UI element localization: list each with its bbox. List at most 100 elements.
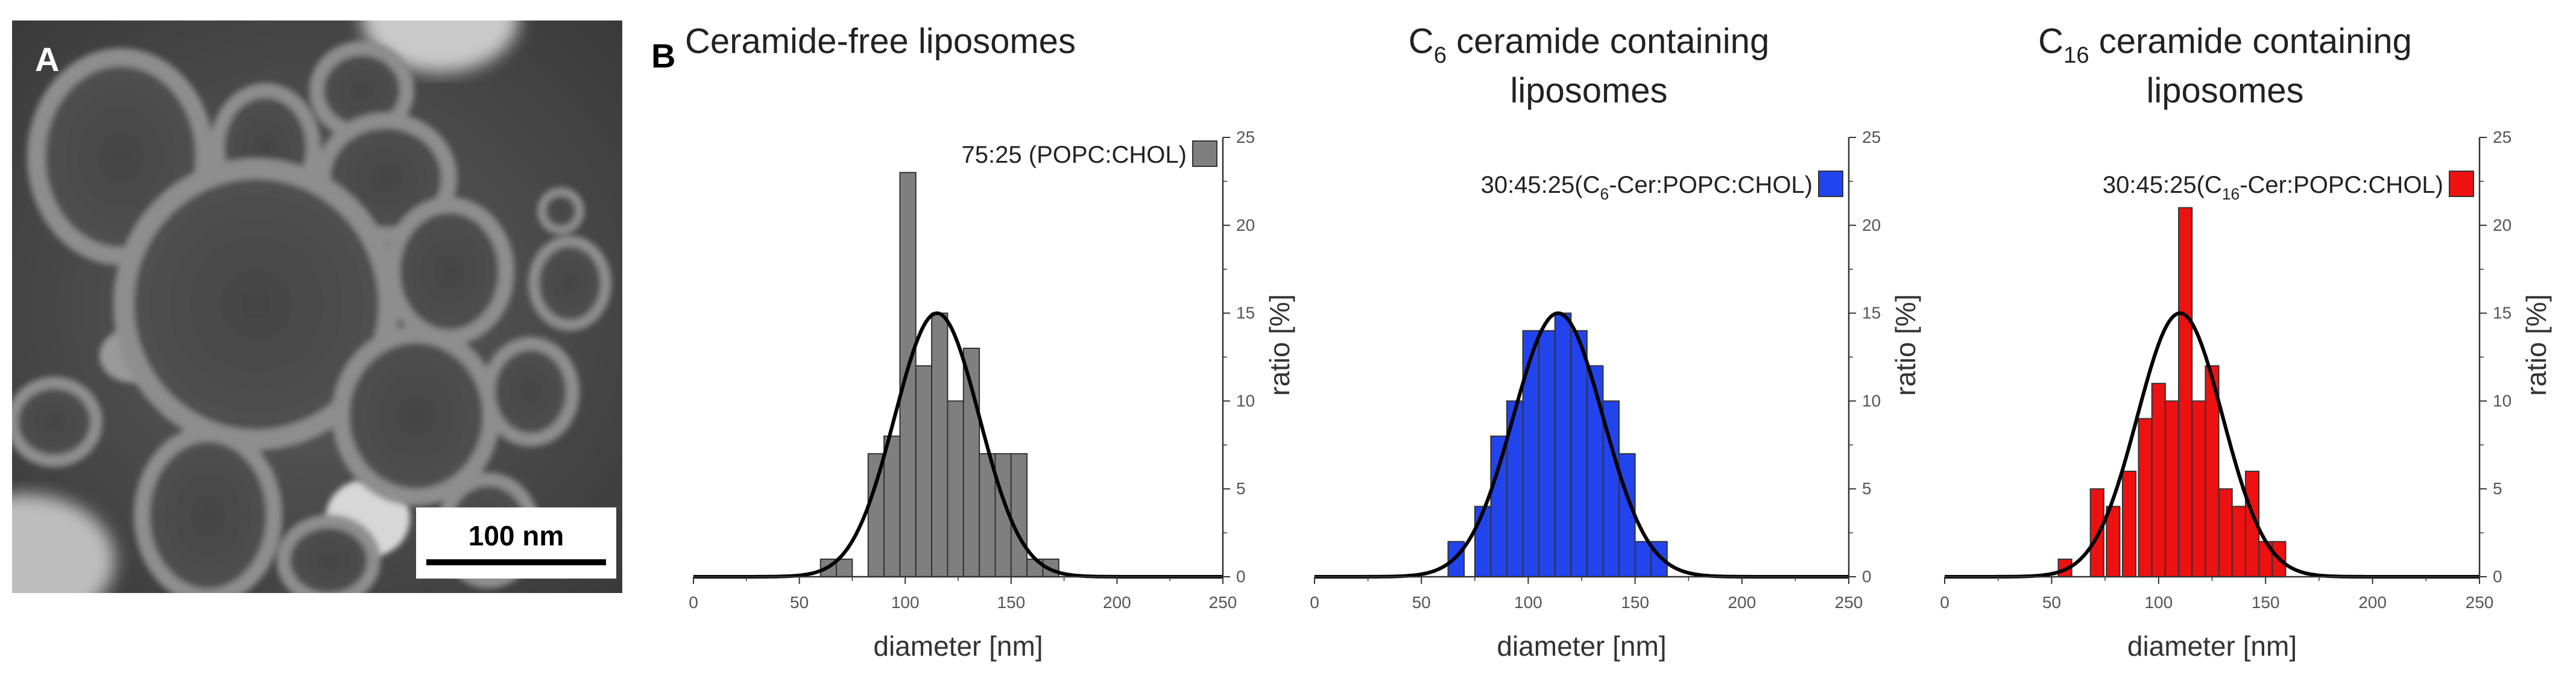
y-tick-label: 10 xyxy=(1862,391,1881,410)
histogram-bar xyxy=(1586,365,1604,578)
x-tick-label: 0 xyxy=(1940,593,1949,612)
histogram-bar xyxy=(947,400,964,578)
y-tick-label: 0 xyxy=(1862,567,1872,586)
y-tick-label: 0 xyxy=(1236,567,1246,586)
y-tick-label: 25 xyxy=(1236,128,1255,146)
text-part: Ceramide-free liposomes xyxy=(685,22,1076,61)
text-part: -Cer:POPC:CHOL) xyxy=(1609,172,1813,198)
x-tick-label: 200 xyxy=(2358,593,2387,612)
x-tick-label: 100 xyxy=(1514,593,1542,612)
micrograph-panel: A 100 nm xyxy=(12,20,622,593)
histogram-bar xyxy=(1554,312,1572,577)
histogram-bar xyxy=(883,435,901,577)
text-part: ceramide containing xyxy=(2089,22,2412,61)
text-part: C xyxy=(1409,22,1434,61)
histogram-bar xyxy=(2164,400,2180,578)
x-tick-label: 250 xyxy=(1835,593,1863,612)
histogram-bar xyxy=(2121,471,2137,577)
chart-title-line2: liposomes xyxy=(2146,71,2303,110)
x-tick-label: 100 xyxy=(2144,593,2173,612)
y-tick-label: 20 xyxy=(1862,216,1881,234)
text-part: 30:45:25(C xyxy=(1481,172,1600,198)
y-axis-label: ratio [%] xyxy=(1264,294,1295,396)
legend-swatch xyxy=(1818,171,1843,197)
x-tick-label: 50 xyxy=(790,593,809,612)
x-axis-label: diameter [nm] xyxy=(2127,630,2297,662)
x-tick-label: 150 xyxy=(1621,593,1649,612)
x-tick-label: 200 xyxy=(1728,593,1756,612)
histogram-bar xyxy=(1618,453,1636,577)
histogram-bar xyxy=(915,365,933,578)
scale-bar xyxy=(426,559,606,565)
x-tick-label: 250 xyxy=(2466,593,2494,612)
subscript-text: 16 xyxy=(2222,185,2240,203)
y-tick-label: 20 xyxy=(1236,216,1255,234)
x-tick-label: 50 xyxy=(1412,593,1431,612)
subscript-text: 6 xyxy=(1434,42,1447,68)
histogram-bar xyxy=(2191,400,2206,578)
histogram-bar xyxy=(2218,488,2233,578)
text-part: 75:25 (POPC:CHOL) xyxy=(962,142,1187,168)
histogram-bar xyxy=(2138,418,2153,577)
histogram-bar xyxy=(2106,506,2121,577)
x-tick-label: 0 xyxy=(689,593,698,612)
x-tick-label: 50 xyxy=(2042,593,2061,612)
legend-label: 30:45:25(C6-Cer:POPC:CHOL) xyxy=(1481,172,1813,203)
x-tick-label: 0 xyxy=(1310,593,1319,612)
histogram-bar xyxy=(1538,330,1556,577)
chart-1: Ceramide-free liposomes 0 50 100 150 200 250 0 5… xyxy=(685,22,1295,662)
legend-label: 75:25 (POPC:CHOL) xyxy=(962,142,1187,168)
x-tick-label: 150 xyxy=(997,593,1025,612)
legend-swatch xyxy=(1192,140,1217,167)
histogram-bar xyxy=(1570,330,1588,577)
y-tick-label: 5 xyxy=(1236,479,1246,498)
y-tick-label: 5 xyxy=(2493,479,2502,498)
subscript-text: 16 xyxy=(2063,42,2089,68)
y-tick-label: 25 xyxy=(2493,128,2511,146)
histogram-bar xyxy=(931,312,949,577)
x-tick-label: 200 xyxy=(1103,593,1131,612)
legend-swatch xyxy=(2449,171,2474,197)
y-tick-label: 15 xyxy=(1862,304,1881,322)
histogram-bar xyxy=(1474,506,1492,577)
histogram-bar xyxy=(1490,435,1507,577)
histogram-bar xyxy=(1522,330,1540,577)
y-tick-label: 20 xyxy=(2493,216,2511,234)
x-axis-label: diameter [nm] xyxy=(873,630,1043,662)
y-tick-label: 25 xyxy=(1862,128,1881,146)
scale-bar-label: 100 nm xyxy=(469,520,564,551)
x-axis-label: diameter [nm] xyxy=(1497,630,1666,662)
text-part: ceramide containing xyxy=(1447,22,1769,61)
legend-label: 30:45:25(C16-Cer:POPC:CHOL) xyxy=(2103,172,2443,203)
chart-title-line2: liposomes xyxy=(1510,71,1667,110)
y-tick-label: 5 xyxy=(1862,479,1872,498)
panel-a-label: A xyxy=(35,40,59,78)
y-axis-label: ratio [%] xyxy=(1890,294,1921,396)
y-tick-label: 15 xyxy=(2493,304,2511,322)
histogram-bar xyxy=(1010,453,1028,577)
histogram-bar xyxy=(836,558,853,578)
histogram-bar xyxy=(2231,506,2246,577)
x-tick-label: 100 xyxy=(891,593,920,612)
text-part: -Cer:POPC:CHOL) xyxy=(2240,172,2443,198)
y-axis-label: ratio [%] xyxy=(2521,294,2552,396)
histogram-bar xyxy=(2151,383,2166,577)
chart-title: C6 ceramide containing xyxy=(1409,22,1769,68)
y-tick-label: 15 xyxy=(1236,304,1255,322)
y-tick-label: 10 xyxy=(1236,391,1255,410)
x-tick-label: 150 xyxy=(2252,593,2280,612)
subscript-text: 6 xyxy=(1600,185,1609,203)
y-tick-label: 10 xyxy=(2493,391,2511,410)
text-part: C xyxy=(2038,22,2063,61)
x-tick-label: 250 xyxy=(1209,593,1237,612)
histogram-bar xyxy=(2178,207,2193,577)
histogram-bar xyxy=(867,453,885,577)
y-tick-label: 0 xyxy=(2493,567,2502,586)
liposome-image xyxy=(12,20,611,593)
text-part: 30:45:25(C xyxy=(2103,172,2222,198)
histogram-bar xyxy=(1634,541,1652,577)
